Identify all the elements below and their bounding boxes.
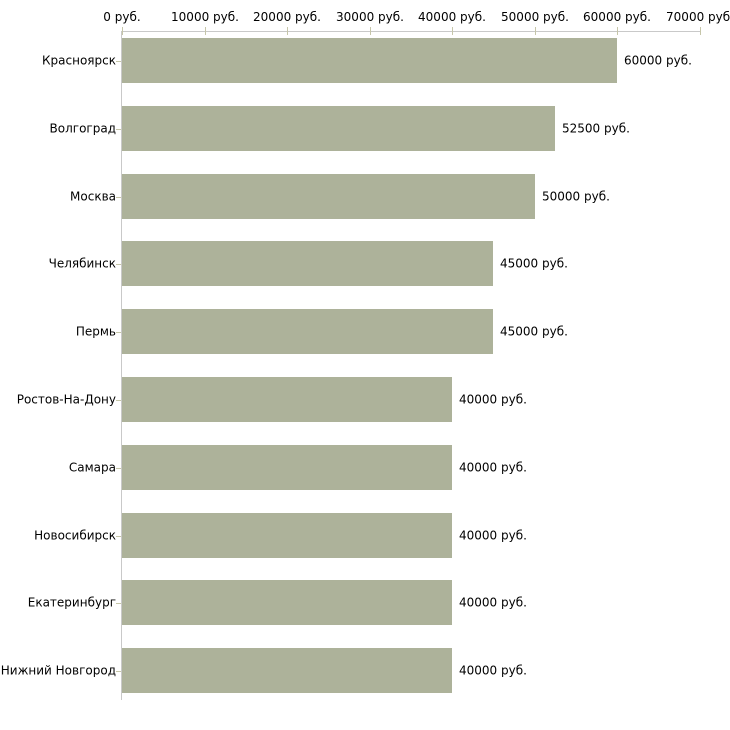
bar-value-label: 52500 руб. (562, 121, 630, 135)
y-axis-tick (116, 332, 121, 333)
y-axis-tick (116, 671, 121, 672)
y-axis-category-label: Новосибирск (34, 528, 116, 542)
y-axis-category-label: Волгоград (49, 121, 116, 135)
x-axis-tick-label: 60000 руб. (583, 10, 651, 24)
bar (122, 377, 452, 422)
y-axis-tick (116, 129, 121, 130)
y-axis-category-label: Пермь (75, 324, 116, 338)
x-axis-tick-label: 0 руб. (103, 10, 141, 24)
bar (122, 445, 452, 490)
bar-value-label: 40000 руб. (459, 528, 527, 542)
bar (122, 38, 617, 83)
bar (122, 580, 452, 625)
x-axis-tick (287, 27, 288, 35)
y-axis-tick (116, 468, 121, 469)
y-axis-category-label: Нижний Новгород (0, 663, 116, 677)
bar (122, 309, 493, 354)
y-axis-category-label: Челябинск (48, 256, 116, 270)
x-axis-tick-label: 10000 руб. (171, 10, 239, 24)
bar-value-label: 40000 руб. (459, 595, 527, 609)
y-axis-tick (116, 61, 121, 62)
y-axis-line (121, 31, 122, 700)
x-axis-tick (617, 27, 618, 35)
y-axis-category-label: Екатеринбург (27, 595, 116, 609)
y-axis-category-label: Ростов-На-Дону (16, 392, 116, 406)
bar (122, 241, 493, 286)
y-axis-tick (116, 603, 121, 604)
bar-value-label: 45000 руб. (500, 324, 568, 338)
bar-value-label: 40000 руб. (459, 663, 527, 677)
bar (122, 174, 535, 219)
y-axis-tick (116, 536, 121, 537)
y-axis-category-label: Москва (70, 189, 116, 203)
y-axis-category-label: Красноярск (42, 53, 116, 67)
y-axis-tick (116, 400, 121, 401)
x-axis-tick-label: 40000 руб. (418, 10, 486, 24)
x-axis-tick (370, 27, 371, 35)
bar (122, 513, 452, 558)
bar-value-label: 45000 руб. (500, 256, 568, 270)
x-axis-tick (452, 27, 453, 35)
bar-value-label: 60000 руб. (624, 53, 692, 67)
bar-value-label: 40000 руб. (459, 460, 527, 474)
x-axis-tick (700, 27, 701, 35)
y-axis-category-label: Самара (68, 460, 116, 474)
bar-value-label: 40000 руб. (459, 392, 527, 406)
bar (122, 106, 555, 151)
x-axis-tick (122, 27, 123, 35)
x-axis-tick-label: 50000 руб. (501, 10, 569, 24)
y-axis-tick (116, 264, 121, 265)
y-axis-tick (116, 197, 121, 198)
x-axis-line (121, 31, 700, 32)
bar-value-label: 50000 руб. (542, 189, 610, 203)
x-axis-tick-label: 70000 руб. (666, 10, 730, 24)
bar (122, 648, 452, 693)
x-axis-tick (535, 27, 536, 35)
x-axis-tick-label: 20000 руб. (253, 10, 321, 24)
x-axis-tick-label: 30000 руб. (336, 10, 404, 24)
x-axis-tick (205, 27, 206, 35)
